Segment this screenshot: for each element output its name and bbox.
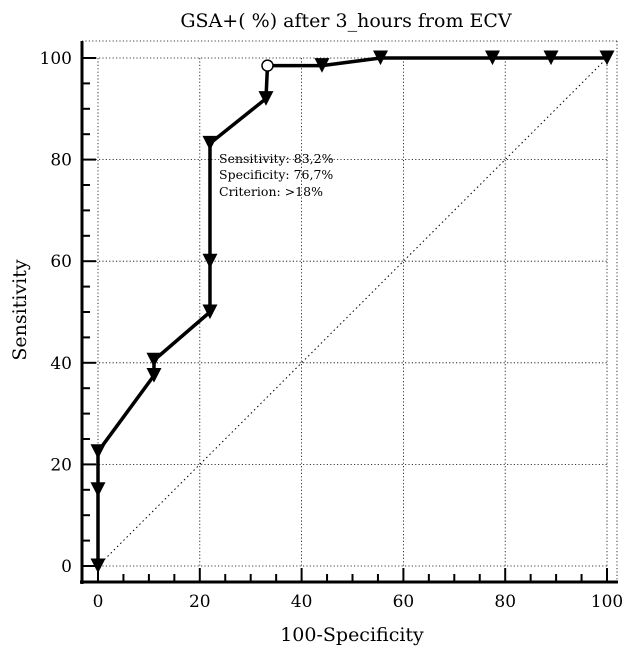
roc-markers (90, 50, 615, 574)
x-tick-label: 60 (393, 592, 415, 612)
x-tick-label: 20 (189, 592, 211, 612)
y-tick-label: 0 (61, 557, 72, 577)
roc-point (90, 482, 106, 497)
roc-point (314, 58, 330, 73)
reference-diagonal (97, 57, 608, 567)
annotation-sensitivity: Sensitivity: 83,2% (219, 151, 334, 166)
roc-point (146, 368, 162, 383)
grid (82, 40, 618, 582)
roc-point (484, 50, 500, 66)
y-tick-label: 100 (40, 49, 72, 69)
roc-point (202, 304, 218, 320)
criterion-annotation: Sensitivity: 83,2% Specificity: 76,7% Cr… (219, 151, 334, 199)
roc-point (90, 444, 106, 459)
roc-point (258, 91, 274, 106)
x-tick-label: 0 (93, 592, 104, 612)
x-tick-labels: 0 20 40 60 80 100 (93, 592, 624, 612)
annotation-criterion: Criterion: >18% (219, 184, 323, 199)
roc-point (202, 253, 218, 269)
annotation-specificity: Specificity: 76,7% (219, 167, 333, 182)
criterion-point (261, 59, 274, 72)
roc-point (372, 50, 388, 66)
roc-point (90, 558, 106, 574)
roc-point (202, 135, 218, 151)
chart-title: GSA+( %) after 3_hours from ECV (180, 10, 512, 32)
y-tick-labels: 0 20 40 60 80 100 (40, 49, 72, 577)
y-tick-label: 60 (50, 252, 72, 272)
x-tick-label: 40 (291, 592, 313, 612)
y-tick-label: 20 (50, 455, 72, 475)
y-axis-label: Sensitivity (9, 259, 31, 360)
y-tick-label: 40 (50, 354, 72, 374)
y-tick-label: 80 (50, 151, 72, 171)
x-axis-label: 100-Specificity (280, 624, 424, 646)
roc-point (599, 50, 615, 66)
roc-point (146, 352, 162, 368)
axes (80, 41, 618, 584)
x-tick-label: 80 (494, 592, 516, 612)
roc-point (543, 50, 559, 66)
x-tick-label: 100 (591, 592, 623, 612)
